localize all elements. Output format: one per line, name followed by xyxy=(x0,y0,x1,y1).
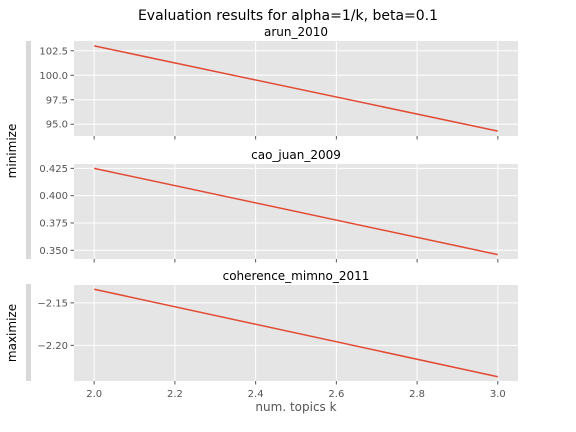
x-tick-label: 2.6 xyxy=(328,389,344,400)
y-tick-label: −2.15 xyxy=(37,298,68,309)
y-tick-label: 97.5 xyxy=(46,95,68,106)
x-axis-label: num. topics k xyxy=(255,400,336,414)
y-tick-label: 102.5 xyxy=(39,46,68,57)
x-tick-label: 3.0 xyxy=(490,389,506,400)
y-tick-label: 95.0 xyxy=(46,120,68,131)
group-bar-minimize xyxy=(26,41,31,259)
y-tick-label: 100.0 xyxy=(39,71,68,82)
subplot-1: 95.0 97.5 100.0 102.5 arun_2010 xyxy=(39,25,518,140)
subplot-title: cao_juan_2009 xyxy=(251,148,341,162)
y-tick-label: 0.375 xyxy=(39,218,68,229)
figure-title: Evaluation results for alpha=1/k, beta=0… xyxy=(138,8,438,24)
subplot-title: arun_2010 xyxy=(264,25,328,39)
y-tick-label: −2.20 xyxy=(37,341,68,352)
y-tick-label: 0.350 xyxy=(39,246,68,257)
y-tick-label: 0.425 xyxy=(39,164,68,175)
subplot-3: −2.20 −2.15 2.0 2.2 2.4 2.6 2.8 3.0 coherence_mi… xyxy=(37,269,518,414)
y-tick-label: 0.400 xyxy=(39,191,68,202)
group-label-maximize: maximize xyxy=(5,304,19,362)
x-tick-label: 2.8 xyxy=(409,389,425,400)
group-bar-maximize xyxy=(26,284,31,381)
x-tick-label: 2.2 xyxy=(167,389,183,400)
x-tick-label: 2.0 xyxy=(86,389,102,400)
subplot-title: coherence_mimno_2011 xyxy=(223,269,370,283)
subplot-2: 0.350 0.375 0.400 0.425 cao_juan_2009 xyxy=(39,148,518,263)
group-label-minimize: minimize xyxy=(5,124,19,179)
x-tick-label: 2.4 xyxy=(248,389,264,400)
